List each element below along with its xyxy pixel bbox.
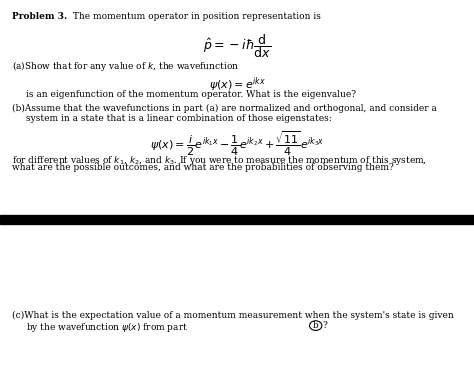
Text: is an eigenfunction of the momentum operator. What is the eigenvalue?: is an eigenfunction of the momentum oper… bbox=[26, 90, 356, 99]
Text: (b)Assume that the wavefunctions in part (a) are normalized and orthogonal, and : (b)Assume that the wavefunctions in part… bbox=[12, 104, 437, 113]
Text: (a)Show that for any value of $k$, the wavefunction: (a)Show that for any value of $k$, the w… bbox=[12, 59, 239, 73]
Text: (c)What is the expectation value of a momentum measurement when the system's sta: (c)What is the expectation value of a mo… bbox=[12, 311, 454, 320]
Text: Problem 3.: Problem 3. bbox=[12, 12, 67, 21]
Text: b: b bbox=[313, 321, 319, 330]
Text: ?: ? bbox=[322, 321, 327, 330]
Text: for different values of $k_1$, $k_2$, and $k_3$. If you were to measure the mome: for different values of $k_1$, $k_2$, an… bbox=[12, 154, 427, 166]
Text: $\hat{p} = -i\hbar\dfrac{\mathrm{d}}{\mathrm{d}x}$: $\hat{p} = -i\hbar\dfrac{\mathrm{d}}{\ma… bbox=[203, 33, 271, 60]
Text: by the wavefunction $\psi(x)$ from part: by the wavefunction $\psi(x)$ from part bbox=[26, 321, 188, 334]
Text: system in a state that is a linear combination of those eigenstates:: system in a state that is a linear combi… bbox=[26, 114, 332, 122]
Text: what are the possible outcomes, and what are the probabilities of observing them: what are the possible outcomes, and what… bbox=[12, 163, 393, 172]
Text: $\psi(x) = e^{ikx}$: $\psi(x) = e^{ikx}$ bbox=[209, 75, 265, 94]
Text: $\psi(x) = \dfrac{i}{2}e^{ik_1 x} - \dfrac{1}{4}e^{ik_2 x} + \dfrac{\sqrt{11}}{4: $\psi(x) = \dfrac{i}{2}e^{ik_1 x} - \dfr… bbox=[150, 130, 324, 158]
Text: The momentum operator in position representation is: The momentum operator in position repres… bbox=[70, 12, 321, 21]
